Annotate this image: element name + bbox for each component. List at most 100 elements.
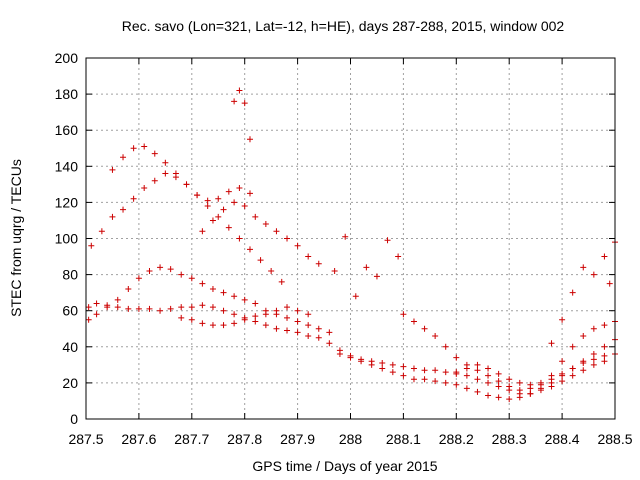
data-point: [336, 351, 343, 358]
y-tick-label: 200: [55, 50, 79, 66]
data-point: [331, 267, 338, 274]
data-point: [601, 352, 608, 359]
data-point: [199, 320, 206, 327]
data-point: [601, 322, 608, 329]
data-point: [400, 372, 407, 379]
data-point: [109, 166, 116, 173]
data-point: [284, 304, 291, 311]
y-tick-label: 120: [55, 194, 79, 210]
data-point: [135, 305, 142, 312]
data-point: [114, 296, 121, 303]
data-point: [146, 305, 153, 312]
data-point: [410, 318, 417, 325]
data-point: [204, 203, 211, 210]
series-arc-12: [548, 239, 618, 347]
data-point: [215, 213, 222, 220]
data-point: [463, 385, 470, 392]
data-point: [220, 206, 227, 213]
data-point: [442, 379, 449, 386]
data-point: [172, 170, 179, 177]
data-point: [569, 343, 576, 350]
data-point: [262, 221, 269, 228]
data-point: [506, 383, 513, 390]
data-point: [410, 365, 417, 372]
x-tick-label: 287.8: [227, 431, 262, 447]
data-point: [220, 289, 227, 296]
data-point: [85, 316, 92, 323]
data-point: [548, 383, 555, 390]
data-point: [315, 334, 322, 341]
data-point: [188, 304, 195, 311]
data-point: [220, 307, 227, 314]
data-point: [453, 381, 460, 388]
data-point: [326, 329, 333, 336]
series-arc-7: [231, 87, 253, 143]
x-tick-label: 288.2: [439, 431, 474, 447]
data-point: [347, 354, 354, 361]
data-point: [601, 358, 608, 365]
data-point: [284, 327, 291, 334]
data-point: [453, 369, 460, 376]
data-point: [178, 271, 185, 278]
data-point: [225, 224, 232, 231]
data-point: [379, 360, 386, 367]
data-point: [305, 332, 312, 339]
data-point: [495, 383, 502, 390]
data-point: [252, 300, 259, 307]
chart-title: Rec. savo (Lon=321, Lat=-12, h=HE), days…: [122, 18, 565, 34]
data-point: [590, 325, 597, 332]
data-point: [400, 363, 407, 370]
plot-frame: [85, 57, 616, 420]
data-point: [368, 358, 375, 365]
data-point: [273, 228, 280, 235]
data-point: [141, 184, 148, 191]
data-point: [231, 293, 238, 300]
data-point: [421, 376, 428, 383]
data-point: [474, 361, 481, 368]
y-tick-label: 180: [55, 86, 79, 102]
data-point: [93, 311, 100, 318]
x-tick-label: 288: [339, 431, 363, 447]
data-point: [326, 340, 333, 347]
data-point: [209, 304, 216, 311]
y-tick-label: 80: [62, 267, 78, 283]
data-point: [178, 304, 185, 311]
data-point: [167, 266, 174, 273]
data-point: [559, 358, 566, 365]
x-axis-label: GPS time / Days of year 2015: [252, 458, 437, 474]
data-point: [157, 307, 164, 314]
data-point: [474, 376, 481, 383]
data-point: [474, 388, 481, 395]
data-point: [109, 213, 116, 220]
data-point: [157, 264, 164, 271]
data-point: [495, 370, 502, 377]
data-point: [373, 273, 380, 280]
y-tick-label: 60: [62, 303, 78, 319]
data-point: [384, 237, 391, 244]
data-point: [294, 318, 301, 325]
data-point: [231, 311, 238, 318]
data-point: [236, 184, 243, 191]
data-point: [590, 351, 597, 358]
data-point: [120, 206, 127, 213]
series-arc-9: [326, 340, 618, 403]
data-point: [527, 381, 534, 388]
data-point: [199, 228, 206, 235]
data-point: [485, 372, 492, 379]
data-point: [315, 325, 322, 332]
data-point: [146, 267, 153, 274]
data-point: [495, 394, 502, 401]
grid: [86, 58, 615, 419]
data-point: [284, 314, 291, 321]
data-point: [580, 358, 587, 365]
data-point: [252, 213, 259, 220]
series-arc-8: [331, 233, 402, 300]
data-point: [262, 322, 269, 329]
data-point: [125, 286, 132, 293]
x-tick-label: 287.6: [121, 431, 156, 447]
data-point: [559, 316, 566, 323]
data-point: [421, 367, 428, 374]
data-point: [104, 302, 111, 309]
data-point: [188, 275, 195, 282]
